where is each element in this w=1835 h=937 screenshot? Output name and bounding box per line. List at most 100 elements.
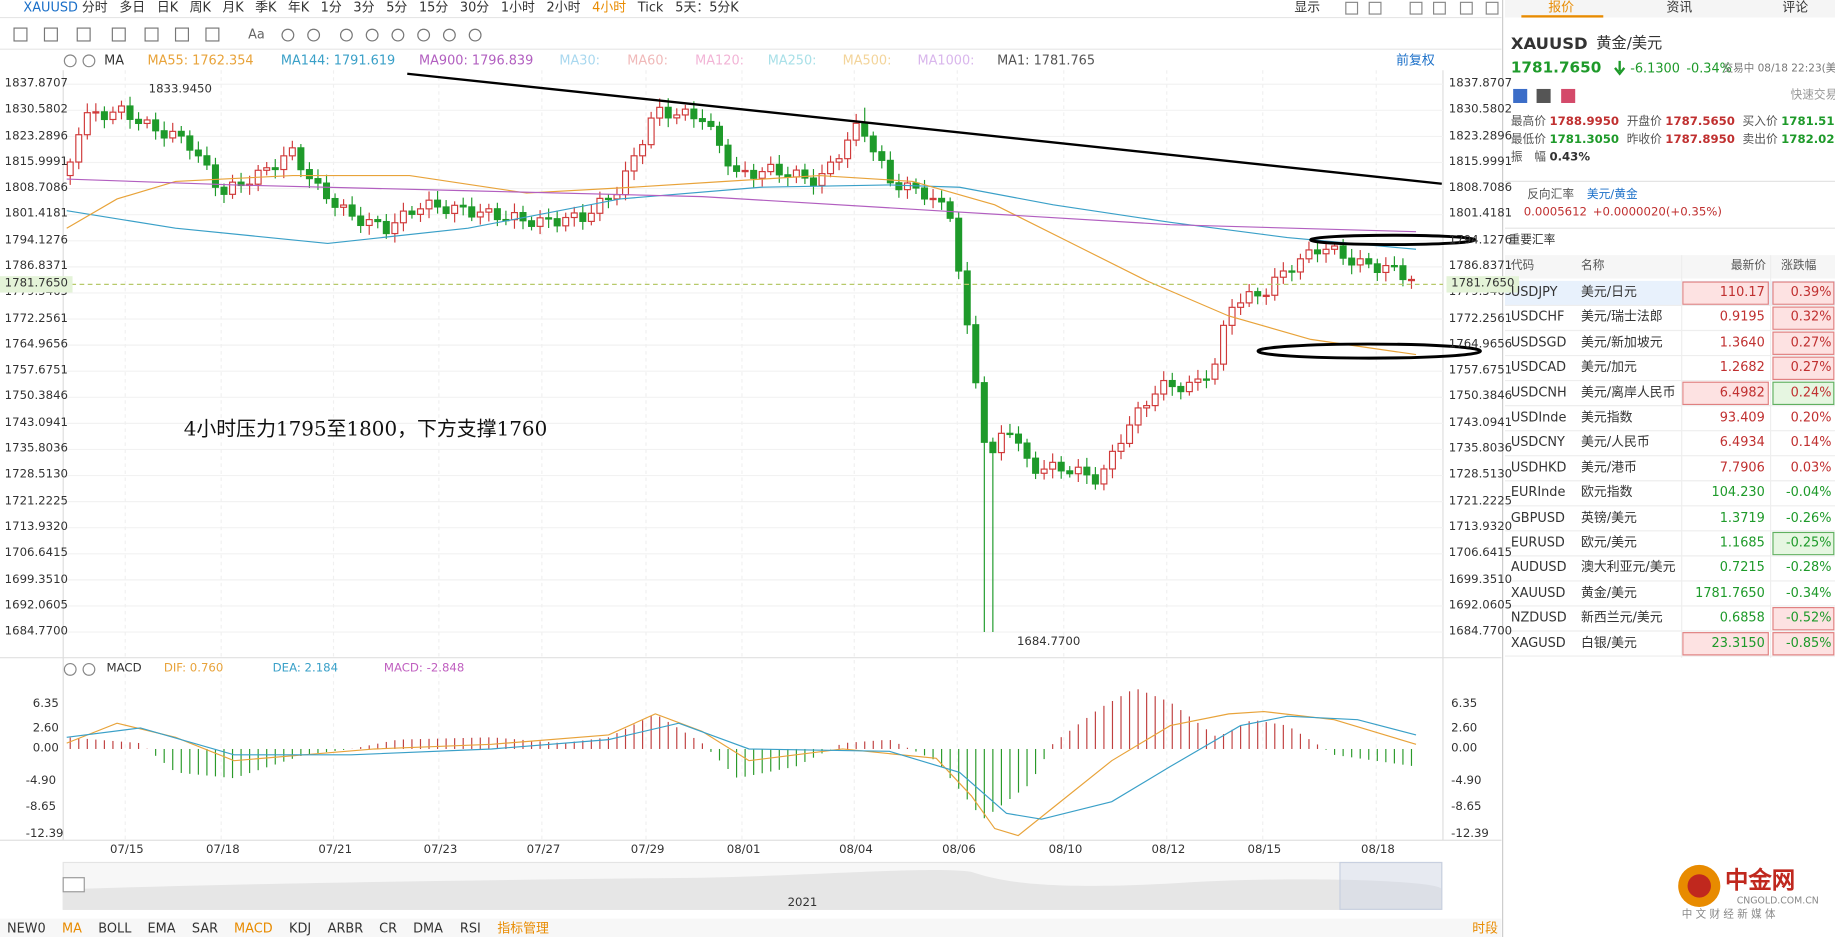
period-tab[interactable]: 30分 bbox=[459, 0, 490, 16]
candle-body bbox=[1014, 433, 1023, 444]
period-tab[interactable]: 日K bbox=[156, 0, 179, 16]
period-tab[interactable]: 季K bbox=[255, 0, 277, 16]
indicator-name[interactable]: MA bbox=[104, 52, 125, 68]
period-tab[interactable]: 月K bbox=[222, 0, 244, 16]
price-axis-label: 1786.8371 bbox=[4, 259, 68, 273]
price-axis-label: 1706.6415 bbox=[4, 546, 68, 560]
panel-tab[interactable]: 报价 bbox=[1548, 0, 1575, 16]
candle-body bbox=[117, 105, 125, 113]
change-flash bbox=[1772, 531, 1835, 556]
candle-body bbox=[1288, 270, 1296, 273]
indicator-tab[interactable]: SAR bbox=[191, 921, 219, 937]
display-menu[interactable]: 显示 bbox=[1294, 0, 1321, 16]
rate-code[interactable]: USDCNY bbox=[1510, 434, 1565, 450]
period-tab[interactable]: Tick bbox=[637, 0, 664, 16]
candle-body bbox=[75, 134, 83, 163]
indicator-tab[interactable]: MA bbox=[62, 921, 82, 937]
candle-body bbox=[1331, 245, 1339, 250]
indicator-tab[interactable]: 指标管理 bbox=[497, 921, 549, 937]
period-tab[interactable]: 1分 bbox=[320, 0, 342, 16]
period-tab[interactable]: 分时 bbox=[81, 0, 108, 16]
period-tab[interactable]: 1小时 bbox=[500, 0, 535, 16]
rate-price: 23.3150 bbox=[1711, 634, 1765, 651]
candle-body bbox=[733, 165, 741, 172]
restore-button[interactable]: 前复权 bbox=[1396, 52, 1435, 68]
quick-trade[interactable]: 快速交易 bbox=[1790, 88, 1835, 102]
tool-icon bbox=[417, 28, 431, 42]
indicator-tab[interactable]: BOLL bbox=[98, 921, 132, 937]
price-axis-label: 1808.7086 bbox=[1448, 181, 1513, 195]
indicator-tab[interactable]: CR bbox=[379, 921, 398, 937]
indicator-tab[interactable]: EMA bbox=[147, 921, 176, 937]
period-tab[interactable]: 周K bbox=[189, 0, 211, 16]
rate-price: 1.3719 bbox=[1719, 509, 1765, 525]
ma-legend: MA1: 1781.765 bbox=[997, 52, 1096, 68]
indicator-tab[interactable]: KDJ bbox=[289, 921, 312, 937]
indicator-tab[interactable]: MACD bbox=[234, 921, 273, 937]
panel-tab[interactable]: 评论 bbox=[1782, 0, 1809, 16]
candle-body bbox=[852, 122, 860, 141]
panel-icon bbox=[1536, 88, 1551, 103]
rate-code[interactable]: EURUSD bbox=[1510, 534, 1565, 551]
font-tool[interactable]: Aa bbox=[248, 26, 265, 43]
rate-price: 0.7215 bbox=[1719, 559, 1765, 576]
panel-name: 黄金/美元 bbox=[1596, 35, 1663, 53]
rate-code[interactable]: USDHKD bbox=[1510, 459, 1567, 475]
stat-label: 昨收价 bbox=[1626, 133, 1662, 147]
rate-code[interactable]: AUDUSD bbox=[1510, 559, 1567, 576]
rate-code[interactable]: EURInde bbox=[1510, 484, 1566, 500]
tool-icon bbox=[307, 28, 321, 42]
price-axis-label: 1699.3510 bbox=[1448, 572, 1513, 586]
rate-price: 0.9195 bbox=[1719, 309, 1765, 325]
rate-code[interactable]: USDInde bbox=[1510, 409, 1567, 425]
rate-code[interactable]: USDCHF bbox=[1510, 309, 1565, 325]
price-axis-label: 1713.9320 bbox=[4, 520, 68, 534]
candle-body bbox=[767, 163, 775, 173]
candle-body bbox=[980, 382, 988, 443]
close-icon bbox=[82, 662, 96, 676]
candle-body bbox=[1049, 461, 1057, 470]
symbol[interactable]: XAUUSD bbox=[23, 0, 78, 16]
price-axis-label: 1728.5130 bbox=[1448, 468, 1513, 482]
session-button[interactable]: 时段 bbox=[1472, 921, 1498, 937]
date-label: 08/15 bbox=[1247, 843, 1282, 857]
rate-change: 0.32% bbox=[1790, 309, 1832, 325]
candle-body bbox=[83, 112, 91, 136]
candle-body bbox=[459, 204, 467, 208]
candle-body bbox=[1365, 258, 1373, 265]
rate-code[interactable]: GBPUSD bbox=[1510, 509, 1565, 525]
candle-body bbox=[280, 155, 288, 171]
candle-body bbox=[792, 169, 800, 178]
panel-tab[interactable]: 资讯 bbox=[1666, 0, 1693, 16]
rate-code[interactable]: XAUUSD bbox=[1510, 584, 1566, 601]
period-tab[interactable]: 5天：5分K bbox=[675, 0, 739, 16]
candle-body bbox=[1296, 258, 1304, 273]
period-tab[interactable]: 15分 bbox=[418, 0, 449, 16]
candle-body bbox=[476, 211, 484, 218]
candle-body bbox=[1407, 278, 1415, 282]
period-tab[interactable]: 3分 bbox=[353, 0, 375, 16]
price-axis-label: 1713.9320 bbox=[1448, 520, 1513, 534]
indicator-tab[interactable]: RSI bbox=[459, 921, 481, 937]
rate-code[interactable]: USDCAD bbox=[1510, 359, 1567, 375]
period-tab[interactable]: 2小时 bbox=[546, 0, 581, 16]
rate-code[interactable]: NZDUSD bbox=[1510, 609, 1567, 626]
period-tab[interactable]: 5分 bbox=[386, 0, 408, 16]
candle-body bbox=[211, 164, 219, 188]
period-tab[interactable]: 多日 bbox=[119, 0, 146, 16]
indicator-name[interactable]: MACD bbox=[106, 662, 142, 676]
rate-code[interactable]: USDSGD bbox=[1510, 334, 1567, 350]
macd-axis-label: 0.00 bbox=[32, 741, 59, 755]
rate-code[interactable]: USDCNH bbox=[1510, 384, 1567, 400]
rate-code[interactable]: USDJPY bbox=[1510, 284, 1558, 300]
candle-body bbox=[1023, 442, 1031, 459]
indicator-tab[interactable]: NEW0 bbox=[7, 921, 46, 937]
period-tab[interactable]: 年K bbox=[287, 0, 310, 16]
period-tab[interactable]: 4小时 bbox=[592, 0, 627, 16]
rate-name: 澳大利亚元/美元 bbox=[1581, 559, 1676, 576]
indicator-tab[interactable]: DMA bbox=[413, 921, 443, 937]
indicator-tab[interactable]: ARBR bbox=[327, 921, 364, 937]
settings-icon bbox=[63, 54, 77, 68]
rate-change: 0.27% bbox=[1790, 334, 1832, 350]
rate-code[interactable]: XAGUSD bbox=[1510, 634, 1566, 651]
